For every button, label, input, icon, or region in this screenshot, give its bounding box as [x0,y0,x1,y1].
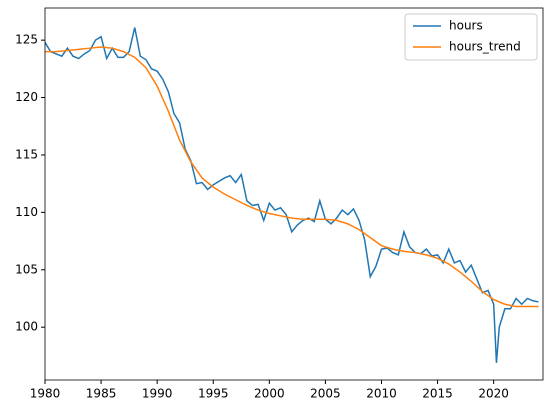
x-tick-label: 1985 [86,387,117,401]
y-tick-label: 125 [15,33,38,47]
x-tick-label: 1995 [198,387,229,401]
y-tick-label: 120 [15,90,38,104]
x-tick-label: 2010 [366,387,397,401]
legend-label: hours_trend [449,40,521,54]
series-line [45,46,539,308]
x-tick-label: 2020 [478,387,509,401]
plot-frame [44,7,544,381]
y-tick-label: 100 [15,320,38,334]
x-tick-label: 2015 [422,387,453,401]
y-tick-label: 110 [15,205,38,219]
y-tick-label: 105 [15,262,38,276]
x-tick-label: 2000 [254,387,285,401]
series-line [45,27,539,363]
x-tick-label: 2005 [310,387,341,401]
legend-label: hours [449,19,483,33]
x-tick-label: 1980 [30,387,61,401]
y-tick-label: 115 [15,147,38,161]
x-tick-label: 1990 [142,387,173,401]
